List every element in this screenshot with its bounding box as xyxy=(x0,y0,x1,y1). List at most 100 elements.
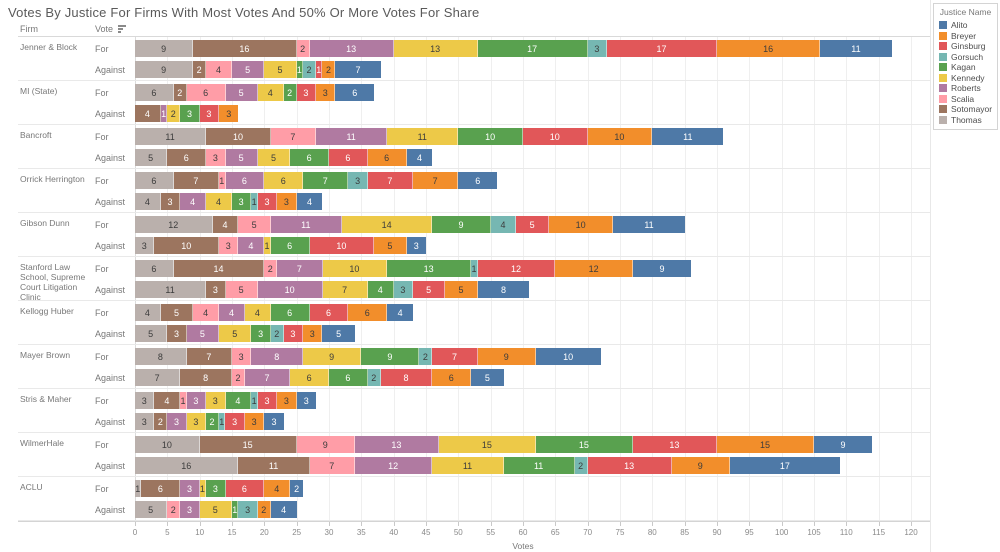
bar-segment-thomas[interactable]: 4 xyxy=(135,304,161,321)
bar-segment-thomas[interactable]: 12 xyxy=(135,216,213,233)
vote-label-against[interactable]: Against xyxy=(95,241,126,251)
bar-segment-roberts[interactable]: 13 xyxy=(354,436,439,453)
bar-segment-roberts[interactable]: 7 xyxy=(244,369,291,386)
bar-segment-gorsuch[interactable]: 2 xyxy=(303,61,317,78)
bar-segment-kennedy[interactable]: 1 xyxy=(199,480,207,497)
vote-label-against[interactable]: Against xyxy=(95,417,126,427)
bar-segment-sotomayor[interactable]: 3 xyxy=(160,193,181,210)
bar-segment-thomas[interactable]: 11 xyxy=(135,128,207,145)
bar-segment-scalia[interactable]: 3 xyxy=(231,348,252,365)
vote-label-for[interactable]: For xyxy=(95,396,109,406)
firm-label[interactable]: Bancroft xyxy=(20,130,52,140)
bar-segment-alito[interactable]: 6 xyxy=(335,84,375,101)
bar-segment-breyer[interactable]: 3 xyxy=(316,84,336,101)
bar-segment-ginsburg[interactable]: 3 xyxy=(257,193,278,210)
vote-label-for[interactable]: For xyxy=(95,44,109,54)
bar-segment-kennedy[interactable]: 6 xyxy=(290,369,329,386)
bar-segment-kagan[interactable]: 1 xyxy=(231,501,239,518)
bar-segment-ginsburg[interactable]: 7 xyxy=(367,172,414,189)
legend-item-breyer[interactable]: Breyer xyxy=(934,31,997,42)
bar-segment-ginsburg[interactable]: 3 xyxy=(257,392,278,409)
bar-segment-roberts[interactable]: 3 xyxy=(180,480,200,497)
vote-label-against[interactable]: Against xyxy=(95,329,126,339)
bar-segment-kagan[interactable]: 6 xyxy=(328,369,368,386)
bar-segment-roberts[interactable]: 7 xyxy=(277,260,323,277)
bar-segment-kennedy[interactable]: 9 xyxy=(303,348,362,365)
legend-item-thomas[interactable]: Thomas xyxy=(934,115,997,126)
bar-segment-alito[interactable]: 17 xyxy=(729,457,840,474)
bar-segment-ginsburg[interactable]: 5 xyxy=(516,216,549,233)
bar-segment-kennedy[interactable]: 4 xyxy=(257,84,284,101)
firm-label[interactable]: Orrick Herrington xyxy=(20,174,85,184)
bar-segment-sotomayor[interactable]: 7 xyxy=(186,348,232,365)
bar-segment-kennedy[interactable]: 10 xyxy=(322,260,388,277)
bar-segment-sotomayor[interactable]: 2 xyxy=(154,413,168,430)
bar-segment-gorsuch[interactable]: 1 xyxy=(471,260,478,277)
bar-segment-gorsuch[interactable]: 1 xyxy=(251,193,258,210)
bar-segment-scalia[interactable]: 2 xyxy=(264,260,278,277)
firm-label[interactable]: Gibson Dunn xyxy=(20,218,70,228)
bar-segment-breyer[interactable]: 6 xyxy=(348,304,388,321)
bar-segment-roberts[interactable]: 4 xyxy=(219,304,245,321)
bar-segment-thomas[interactable]: 6 xyxy=(135,260,174,277)
bar-segment-alito[interactable]: 2 xyxy=(290,480,304,497)
bar-segment-breyer[interactable]: 2 xyxy=(322,61,336,78)
bar-segment-kennedy[interactable]: 4 xyxy=(206,193,232,210)
bar-segment-breyer[interactable]: 5 xyxy=(374,237,407,254)
bar-segment-breyer[interactable]: 6 xyxy=(367,149,407,166)
bar-segment-kennedy[interactable]: 2 xyxy=(167,105,181,122)
bar-segment-kennedy[interactable]: 15 xyxy=(438,436,536,453)
bar-segment-gorsuch[interactable]: 1 xyxy=(251,392,258,409)
bar-segment-breyer[interactable]: 12 xyxy=(555,260,633,277)
bar-segment-kagan[interactable]: 6 xyxy=(270,304,310,321)
bar-segment-alito[interactable]: 3 xyxy=(406,237,426,254)
bar-segment-thomas[interactable]: 7 xyxy=(135,369,181,386)
bar-segment-scalia[interactable]: 9 xyxy=(296,436,355,453)
bar-segment-ginsburg[interactable]: 13 xyxy=(632,436,717,453)
bar-segment-sotomayor[interactable]: 6 xyxy=(141,480,181,497)
legend-item-kagan[interactable]: Kagan xyxy=(934,62,997,73)
bar-segment-sotomayor[interactable]: 16 xyxy=(193,40,297,57)
bar-segment-kennedy[interactable]: 5 xyxy=(264,61,297,78)
bar-segment-roberts[interactable]: 11 xyxy=(270,216,342,233)
bar-segment-sotomayor[interactable]: 14 xyxy=(173,260,265,277)
bar-segment-kagan[interactable]: 3 xyxy=(206,480,226,497)
bar-segment-alito[interactable]: 4 xyxy=(270,501,297,518)
bar-segment-gorsuch[interactable]: 1 xyxy=(219,413,226,430)
bar-segment-sotomayor[interactable]: 6 xyxy=(167,149,207,166)
bar-segment-breyer[interactable]: 3 xyxy=(277,193,297,210)
bar-segment-kennedy[interactable]: 7 xyxy=(322,281,368,298)
bar-segment-gorsuch[interactable]: 2 xyxy=(419,348,433,365)
bar-segment-kennedy[interactable]: 3 xyxy=(206,392,226,409)
legend-item-kennedy[interactable]: Kennedy xyxy=(934,73,997,84)
bar-segment-kagan[interactable]: 6 xyxy=(290,149,329,166)
bar-segment-ginsburg[interactable]: 12 xyxy=(477,260,556,277)
bar-segment-breyer[interactable]: 10 xyxy=(548,216,614,233)
vote-label-against[interactable]: Against xyxy=(95,461,126,471)
vote-label-for[interactable]: For xyxy=(95,132,109,142)
bar-segment-thomas[interactable]: 4 xyxy=(135,193,161,210)
bar-segment-scalia[interactable]: 7 xyxy=(270,128,317,145)
bar-segment-ginsburg[interactable]: 10 xyxy=(309,237,375,254)
bar-segment-scalia[interactable]: 5 xyxy=(225,281,258,298)
bar-segment-roberts[interactable]: 5 xyxy=(225,84,258,101)
bar-segment-thomas[interactable]: 3 xyxy=(135,237,155,254)
bar-segment-thomas[interactable]: 9 xyxy=(135,61,194,78)
legend-item-ginsburg[interactable]: Ginsburg xyxy=(934,41,997,52)
bar-segment-breyer[interactable]: 3 xyxy=(303,325,323,342)
bar-segment-ginsburg[interactable]: 7 xyxy=(432,348,478,365)
bar-segment-kagan[interactable]: 9 xyxy=(432,216,491,233)
firm-label[interactable]: MI (State) xyxy=(20,86,58,96)
bar-segment-breyer[interactable]: 5 xyxy=(445,281,478,298)
bar-segment-sotomayor[interactable]: 2 xyxy=(193,61,207,78)
bar-segment-roberts[interactable]: 10 xyxy=(257,281,323,298)
bar-segment-kagan[interactable]: 10 xyxy=(458,128,523,145)
bar-segment-alito[interactable]: 10 xyxy=(535,348,601,365)
bar-segment-thomas[interactable]: 16 xyxy=(135,457,239,474)
bar-segment-kagan[interactable]: 1 xyxy=(296,61,304,78)
bar-segment-sotomayor[interactable]: 2 xyxy=(173,84,187,101)
bar-segment-kagan[interactable]: 17 xyxy=(477,40,588,57)
bar-segment-breyer[interactable]: 3 xyxy=(219,105,239,122)
bar-segment-kennedy[interactable]: 11 xyxy=(432,457,504,474)
bar-segment-alito[interactable]: 5 xyxy=(322,325,355,342)
